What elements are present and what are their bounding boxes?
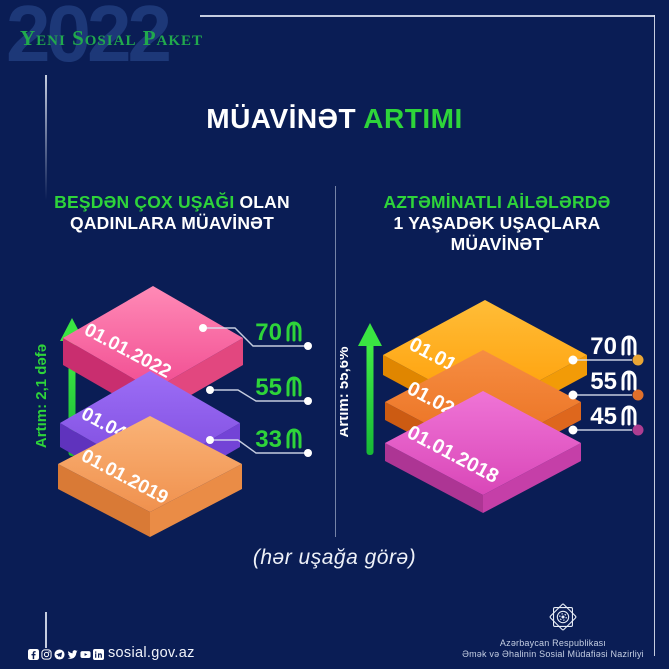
program-badge: Yeni Sosial Paket xyxy=(20,26,204,50)
page-title: MÜAVİNƏT ARTIMI xyxy=(0,103,669,135)
right-heading-line3: MÜAVİNƏT xyxy=(450,234,544,254)
manat-icon xyxy=(621,370,637,391)
left-heading-line2: QADINLARA MÜAVİNƏT xyxy=(70,213,274,233)
linkedin-icon[interactable] xyxy=(93,649,104,660)
value-label: 55 xyxy=(255,374,282,401)
left-stacked-layers-chart: Artım: 2,1 dəfə 01.01.2022 01.04.2019 01… xyxy=(33,286,312,537)
manat-icon xyxy=(621,405,637,426)
manat-icon xyxy=(621,335,637,356)
left-values: 70 55 33 xyxy=(255,319,302,453)
left-heading-line1: BEŞDƏN ÇOX UŞAĞI OLAN xyxy=(54,192,290,212)
instagram-icon[interactable] xyxy=(41,649,52,660)
layer-left-2019a: 01.01.2019 xyxy=(58,416,242,537)
page-title-green: ARTIMI xyxy=(363,103,463,134)
right-values: 70 55 45 xyxy=(590,333,637,430)
frame-left-line-top xyxy=(45,75,47,200)
left-leader-lines xyxy=(199,324,312,457)
right-chart-heading: AZTƏMİNATLI AİLƏLƏRDƏ 1 YAŞADƏK UŞAQLARA… xyxy=(350,192,644,255)
website-link[interactable]: sosial.gov.az xyxy=(108,645,195,661)
footnote: (hər uşağa görə) xyxy=(252,546,417,569)
twitter-icon[interactable] xyxy=(67,649,78,660)
ministry-line2: Əmək və Əhalinin Sosial Müdafiəsi Nazirl… xyxy=(462,649,644,659)
manat-icon xyxy=(286,376,302,397)
left-chart-heading: BEŞDƏN ÇOX UŞAĞI OLAN QADINLARA MÜAVİNƏT xyxy=(40,192,304,234)
right-heading-line1: AZTƏMİNATLI AİLƏLƏRDƏ xyxy=(383,192,611,212)
ministry-name: Azərbaycan Respublikası Əmək və Əhalinin… xyxy=(440,638,666,660)
value-label: 45 xyxy=(590,403,617,430)
column-divider xyxy=(335,186,336,537)
ministry-emblem-icon xyxy=(549,603,577,631)
right-heading-line2: 1 YAŞADƏK UŞAQLARA xyxy=(393,213,601,233)
value-label: 70 xyxy=(590,333,617,360)
frame-top-line xyxy=(200,15,655,17)
layer-right-2018a: 01.01.2018 xyxy=(385,391,581,513)
left-growth-label: Artım: 2,1 dəfə xyxy=(33,344,50,448)
ministry-line1: Azərbaycan Respublikası xyxy=(499,638,607,648)
year-watermark: 2022 xyxy=(6,0,172,78)
telegram-icon[interactable] xyxy=(54,649,65,660)
page-title-white: MÜAVİNƏT xyxy=(206,103,357,134)
right-stacked-layers-chart: Artım: 55,6% 01.01.2022 01.02.2018 01.01… xyxy=(340,300,644,513)
youtube-icon[interactable] xyxy=(80,649,91,660)
right-growth-arrow xyxy=(358,323,382,455)
value-label: 33 xyxy=(255,426,282,453)
right-growth-label: Artım: 55,6% xyxy=(340,347,352,438)
value-label: 55 xyxy=(590,368,617,395)
frame-right-line xyxy=(653,15,655,656)
value-label: 70 xyxy=(255,319,282,346)
social-icons-row xyxy=(28,649,104,660)
right-leader-lines xyxy=(568,354,644,436)
manat-icon xyxy=(286,428,302,449)
layer-left-2022: 01.01.2022 xyxy=(63,286,243,417)
frame-left-line-bottom xyxy=(45,612,47,648)
manat-icon xyxy=(286,321,302,342)
facebook-icon[interactable] xyxy=(28,649,39,660)
